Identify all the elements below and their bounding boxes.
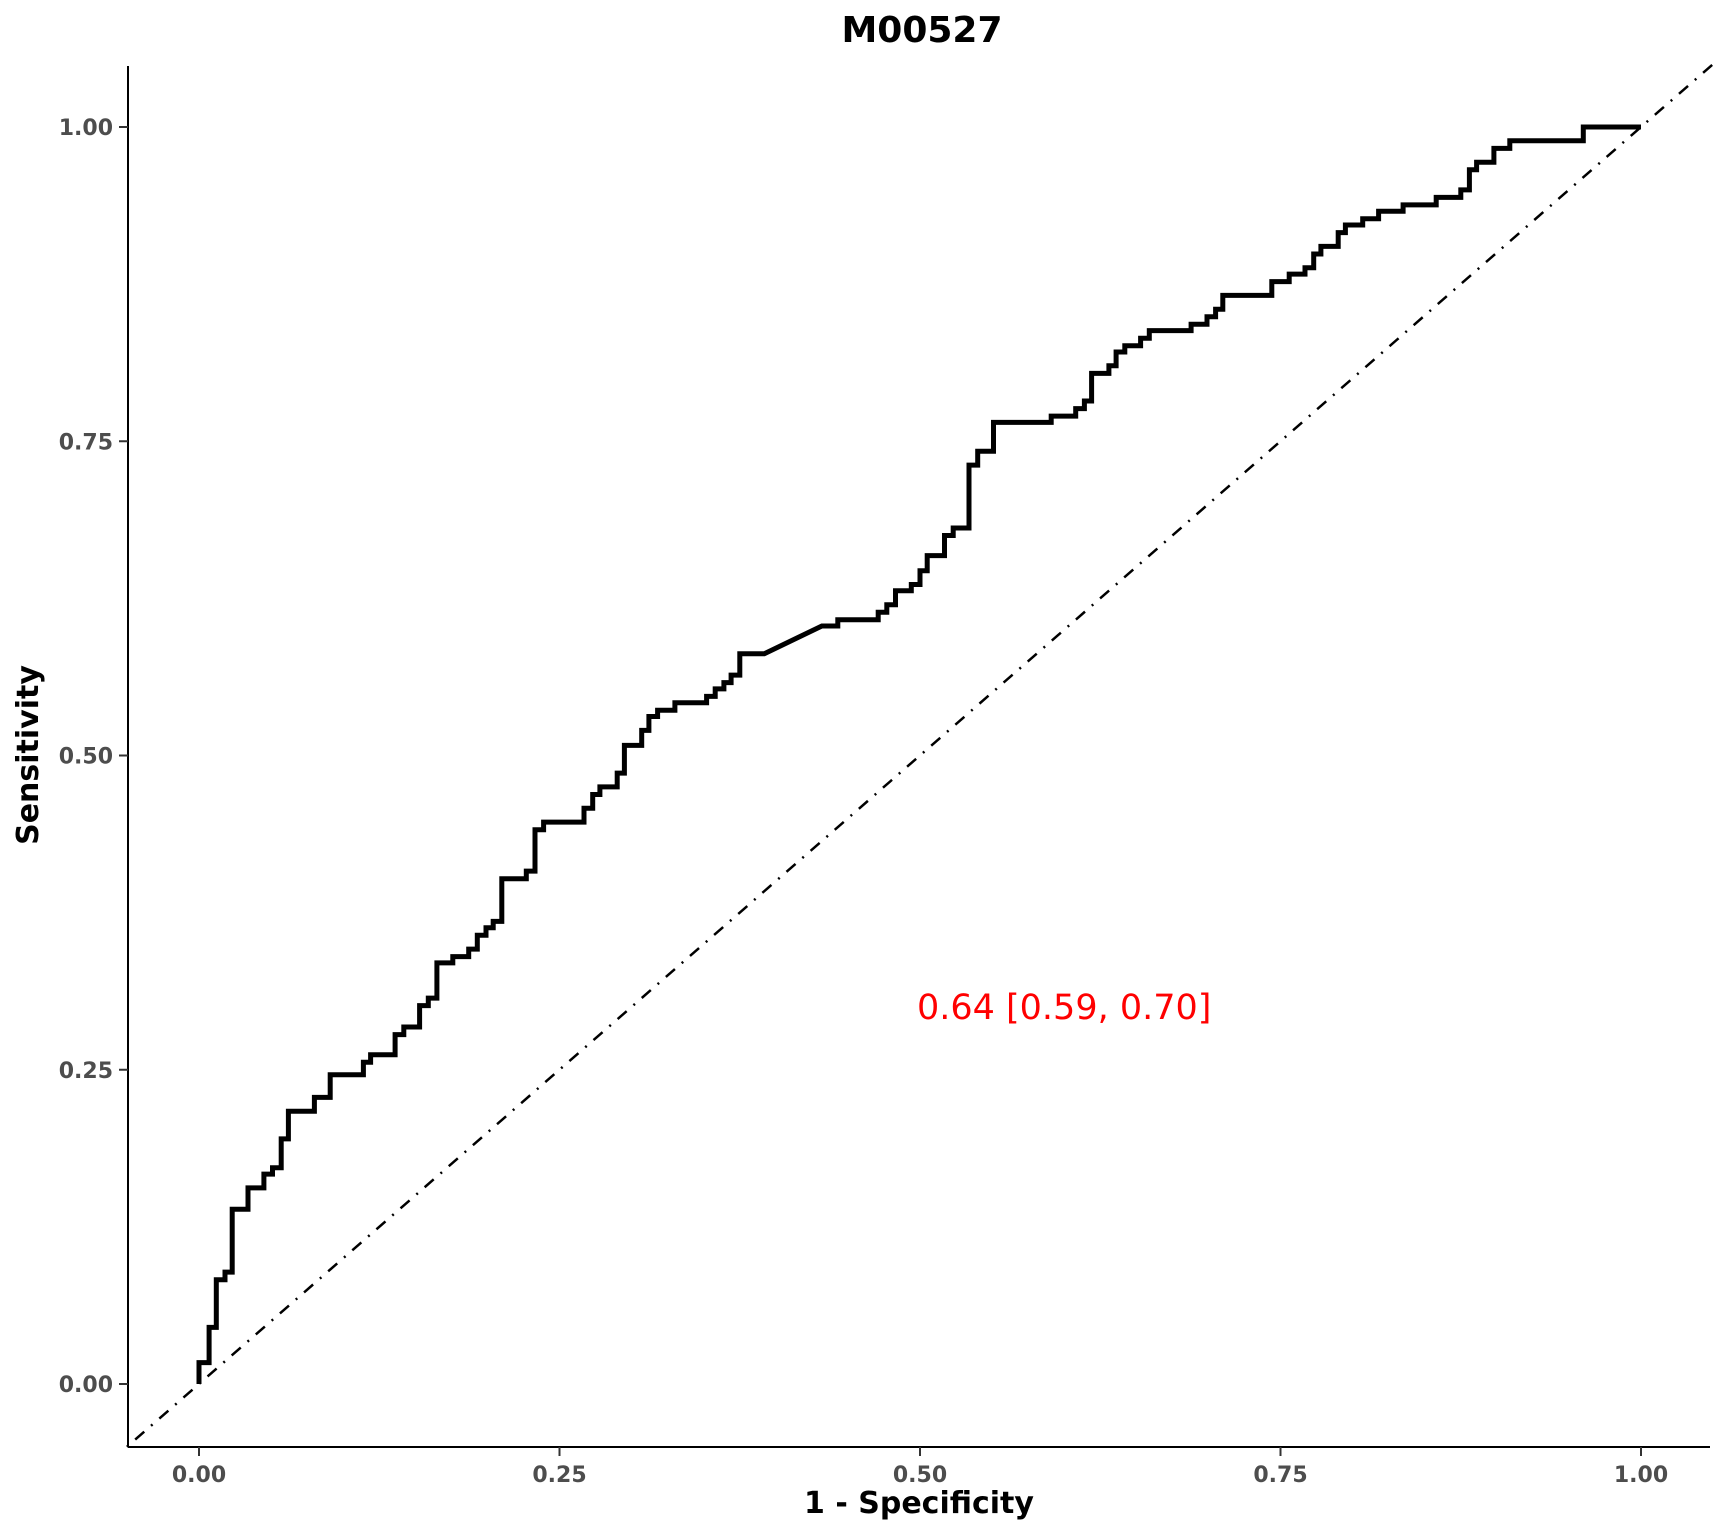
- y-tick-label: 1.00: [59, 116, 113, 141]
- chart-title: M00527: [841, 10, 1002, 51]
- y-axis-title: Sensitivity: [11, 665, 46, 845]
- y-axis-ticks: 0.00 0.25 0.50 0.75 1.00: [59, 116, 128, 1398]
- x-axis-title: 1 - Specificity: [804, 1486, 1034, 1521]
- y-tick-label: 0.25: [59, 1059, 113, 1084]
- x-tick-label: 0.75: [1253, 1463, 1307, 1488]
- plot-panel: 0.64 [0.59, 0.70]: [126, 63, 1714, 1448]
- y-tick-label: 0.50: [59, 745, 113, 770]
- y-tick-label: 0.00: [59, 1373, 113, 1398]
- x-tick-label: 1.00: [1614, 1463, 1668, 1488]
- y-tick-label: 0.75: [59, 430, 113, 455]
- x-tick-label: 0.50: [893, 1463, 947, 1488]
- x-tick-label: 0.25: [532, 1463, 586, 1488]
- roc-curve-line: [196, 124, 1641, 1384]
- x-axis-ticks: 0.00 0.25 0.50 0.75 1.00: [172, 1447, 1668, 1488]
- x-tick-label: 0.00: [172, 1463, 226, 1488]
- reference-diagonal-line: [126, 63, 1714, 1448]
- auc-annotation: 0.64 [0.59, 0.70]: [917, 988, 1211, 1028]
